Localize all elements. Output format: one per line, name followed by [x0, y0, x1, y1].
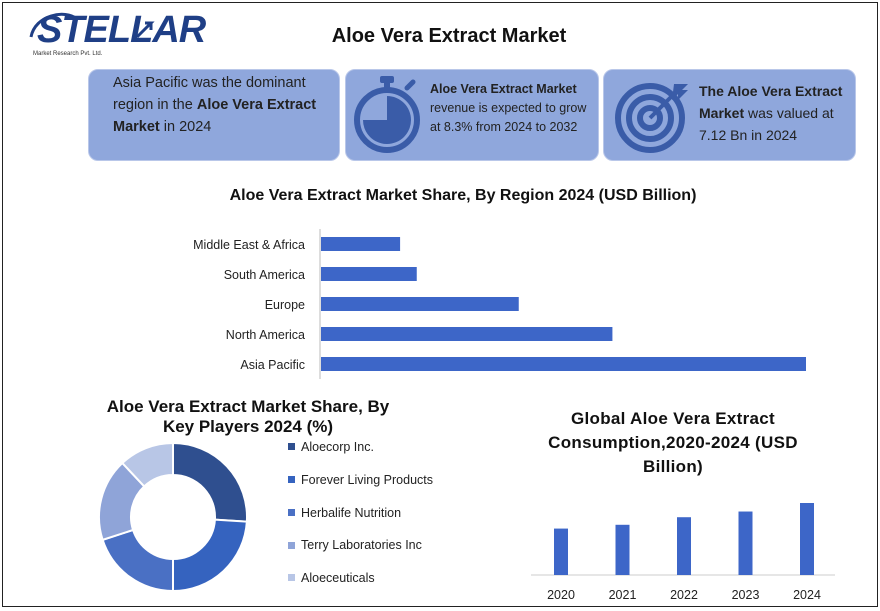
category-label: South America	[224, 268, 305, 282]
bar	[800, 503, 814, 575]
card-text: Aloe Vera Extract Market revenue is expe…	[430, 80, 595, 137]
bar	[615, 524, 630, 575]
legend-swatch	[288, 443, 295, 451]
card-text-run: in 2024	[159, 119, 212, 135]
bar	[321, 357, 806, 371]
region-bar-chart: Middle East & Africa South America Europe N…	[193, 229, 806, 379]
bar	[321, 237, 401, 251]
card-text-run: revenue is expected to grow at 8.3% from…	[430, 101, 587, 134]
page-title: Aloe Vera Extract Market	[331, 25, 567, 47]
card-text-bold: Aloe Vera Extract Market	[430, 82, 577, 96]
legend-label: Forever Living Products	[301, 472, 434, 487]
legend-swatch	[288, 508, 295, 516]
x-tick-label: 2023	[732, 588, 760, 602]
info-card-region: Asia Pacific was the dominant region in …	[88, 69, 340, 161]
x-tick-label: 2022	[670, 588, 698, 602]
card-text-run: was valued at 7.12 Bn in 2024	[699, 105, 834, 143]
x-tick-label: 2021	[609, 588, 637, 602]
x-tick-label: 2024	[793, 588, 821, 602]
card-text: Asia Pacific was the dominant region in …	[113, 72, 325, 138]
legend-label: Herbalife Nutrition	[301, 505, 402, 520]
bar	[554, 528, 568, 575]
logo-subtitle: Market Research Pvt. Ltd.	[33, 51, 103, 57]
stellar-logo: STELLAR Market Research Pvt. Ltd.	[25, 7, 206, 63]
legend-item: Aloeceuticals	[288, 571, 375, 587]
legend-item: Herbalife Nutrition	[288, 506, 401, 522]
donut-slice	[172, 518, 248, 593]
players-donut-chart	[98, 441, 248, 593]
card-text-bold: The Aloe Vera Extract Market	[699, 83, 843, 121]
consumption-chart-title: Global Aloe Vera Extract Consumption,202…	[548, 409, 798, 476]
x-tick-label: 2020	[547, 588, 575, 602]
bar	[677, 517, 691, 575]
donut-slice	[120, 441, 174, 488]
bar	[738, 511, 753, 575]
bar	[321, 267, 417, 281]
category-label: Middle East & Africa	[193, 238, 305, 252]
target-icon	[615, 83, 688, 153]
legend-swatch	[288, 541, 295, 549]
legend-item: Terry Laboratories Inc	[288, 538, 422, 554]
category-label: Asia Pacific	[240, 358, 305, 372]
legend-swatch	[288, 476, 295, 483]
donut-slice	[101, 528, 174, 593]
stopwatch-icon	[354, 76, 420, 153]
legend-label: Aloecorp Inc.	[301, 440, 374, 454]
bar	[321, 297, 519, 311]
logo-swoosh-icon	[29, 12, 155, 39]
donut-slice	[172, 441, 248, 523]
card-text: The Aloe Vera Extract Market was valued …	[699, 80, 849, 146]
legend-label: Aloeceuticals	[301, 571, 375, 586]
logo-name: STELLAR	[37, 9, 206, 51]
category-label: Europe	[265, 298, 305, 312]
legend-item: Forever Living Products	[288, 473, 433, 489]
players-chart-title: Aloe Vera Extract Market Share, By Key P…	[106, 397, 390, 436]
info-card-value: The Aloe Vera Extract Market was valued …	[603, 69, 856, 161]
card-text-run: Asia Pacific was the dominant region in …	[113, 75, 306, 113]
card-text-bold: Aloe Vera Extract Market	[113, 97, 317, 135]
legend-label: Terry Laboratories Inc	[301, 538, 422, 553]
info-card-growth: Aloe Vera Extract Market revenue is expe…	[345, 69, 599, 161]
category-label: North America	[226, 328, 305, 342]
bar	[321, 327, 613, 341]
consumption-bar-chart: 2020 2021 2022 2023 2024	[531, 503, 835, 602]
legend-item: Aloecorp Inc.	[288, 440, 374, 456]
region-chart-title: Aloe Vera Extract Market Share, By Regio…	[229, 187, 697, 204]
legend-swatch	[288, 574, 295, 582]
